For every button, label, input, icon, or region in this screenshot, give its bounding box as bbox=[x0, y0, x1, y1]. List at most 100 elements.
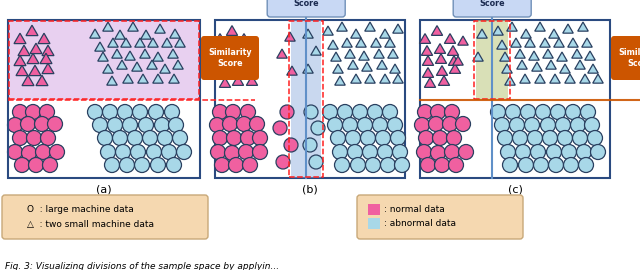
Polygon shape bbox=[285, 32, 295, 41]
Polygon shape bbox=[160, 64, 170, 73]
Circle shape bbox=[570, 117, 586, 133]
Circle shape bbox=[449, 157, 463, 173]
Polygon shape bbox=[568, 38, 579, 47]
Polygon shape bbox=[112, 49, 122, 58]
Polygon shape bbox=[511, 38, 521, 47]
Polygon shape bbox=[543, 49, 553, 58]
Polygon shape bbox=[422, 56, 434, 65]
Polygon shape bbox=[148, 38, 158, 47]
Polygon shape bbox=[393, 24, 403, 33]
Polygon shape bbox=[116, 60, 127, 69]
Circle shape bbox=[337, 104, 353, 120]
Polygon shape bbox=[216, 68, 228, 77]
Polygon shape bbox=[323, 26, 333, 35]
Circle shape bbox=[127, 130, 143, 146]
Polygon shape bbox=[593, 74, 604, 83]
Polygon shape bbox=[477, 29, 487, 38]
Circle shape bbox=[138, 117, 154, 133]
FancyBboxPatch shape bbox=[2, 195, 208, 239]
Circle shape bbox=[392, 144, 408, 160]
Polygon shape bbox=[27, 53, 39, 64]
Polygon shape bbox=[18, 45, 30, 56]
Polygon shape bbox=[500, 52, 510, 61]
Polygon shape bbox=[230, 66, 242, 75]
Polygon shape bbox=[132, 62, 142, 71]
Polygon shape bbox=[393, 74, 403, 83]
Circle shape bbox=[323, 104, 337, 120]
FancyBboxPatch shape bbox=[201, 36, 259, 80]
Polygon shape bbox=[473, 52, 483, 61]
Text: (c): (c) bbox=[508, 185, 522, 195]
Circle shape bbox=[8, 117, 22, 133]
Polygon shape bbox=[170, 29, 180, 38]
Circle shape bbox=[353, 104, 367, 120]
Bar bbox=[8, 20, 200, 100]
Circle shape bbox=[211, 144, 225, 160]
FancyBboxPatch shape bbox=[611, 36, 640, 80]
Circle shape bbox=[563, 157, 579, 173]
Polygon shape bbox=[14, 55, 26, 66]
Circle shape bbox=[223, 116, 237, 131]
Circle shape bbox=[134, 157, 150, 173]
Polygon shape bbox=[351, 74, 361, 83]
Polygon shape bbox=[22, 75, 34, 86]
Circle shape bbox=[431, 146, 445, 160]
Circle shape bbox=[15, 157, 29, 173]
Circle shape bbox=[157, 130, 173, 146]
Polygon shape bbox=[26, 25, 38, 36]
Polygon shape bbox=[173, 60, 183, 69]
Circle shape bbox=[147, 144, 161, 160]
Text: O  : large machine data: O : large machine data bbox=[27, 204, 134, 214]
Bar bbox=[368, 218, 380, 229]
Polygon shape bbox=[103, 22, 113, 31]
Polygon shape bbox=[572, 49, 582, 58]
Circle shape bbox=[177, 144, 191, 160]
Polygon shape bbox=[421, 46, 433, 55]
Circle shape bbox=[541, 117, 556, 133]
Polygon shape bbox=[575, 60, 585, 69]
Polygon shape bbox=[447, 46, 459, 55]
Circle shape bbox=[513, 130, 527, 146]
Circle shape bbox=[534, 157, 548, 173]
Polygon shape bbox=[365, 22, 375, 31]
Circle shape bbox=[13, 104, 28, 120]
Circle shape bbox=[584, 117, 600, 133]
Polygon shape bbox=[365, 74, 375, 83]
Circle shape bbox=[143, 130, 157, 146]
Circle shape bbox=[328, 117, 342, 133]
Polygon shape bbox=[141, 30, 151, 39]
Circle shape bbox=[506, 104, 520, 120]
Circle shape bbox=[502, 157, 518, 173]
Circle shape bbox=[333, 144, 348, 160]
Polygon shape bbox=[436, 66, 447, 75]
Polygon shape bbox=[36, 75, 48, 86]
Bar bbox=[289, 21, 323, 177]
Circle shape bbox=[148, 104, 163, 120]
Circle shape bbox=[580, 104, 595, 120]
Circle shape bbox=[330, 130, 346, 146]
Polygon shape bbox=[431, 26, 443, 35]
Circle shape bbox=[495, 117, 509, 133]
Polygon shape bbox=[554, 38, 564, 47]
Circle shape bbox=[49, 144, 65, 160]
Bar bbox=[9, 21, 199, 99]
Polygon shape bbox=[560, 64, 570, 73]
Circle shape bbox=[241, 104, 255, 120]
Polygon shape bbox=[241, 46, 252, 55]
Polygon shape bbox=[452, 56, 463, 65]
Polygon shape bbox=[42, 63, 54, 74]
Polygon shape bbox=[345, 49, 355, 58]
Polygon shape bbox=[153, 52, 163, 61]
Polygon shape bbox=[444, 34, 456, 43]
Polygon shape bbox=[548, 29, 559, 38]
Circle shape bbox=[237, 116, 252, 131]
Polygon shape bbox=[435, 44, 445, 53]
Circle shape bbox=[431, 104, 445, 120]
Polygon shape bbox=[497, 40, 508, 49]
Circle shape bbox=[8, 144, 22, 160]
Circle shape bbox=[29, 157, 44, 173]
Circle shape bbox=[239, 144, 253, 160]
Circle shape bbox=[566, 104, 580, 120]
Circle shape bbox=[490, 104, 506, 120]
Circle shape bbox=[309, 155, 323, 169]
